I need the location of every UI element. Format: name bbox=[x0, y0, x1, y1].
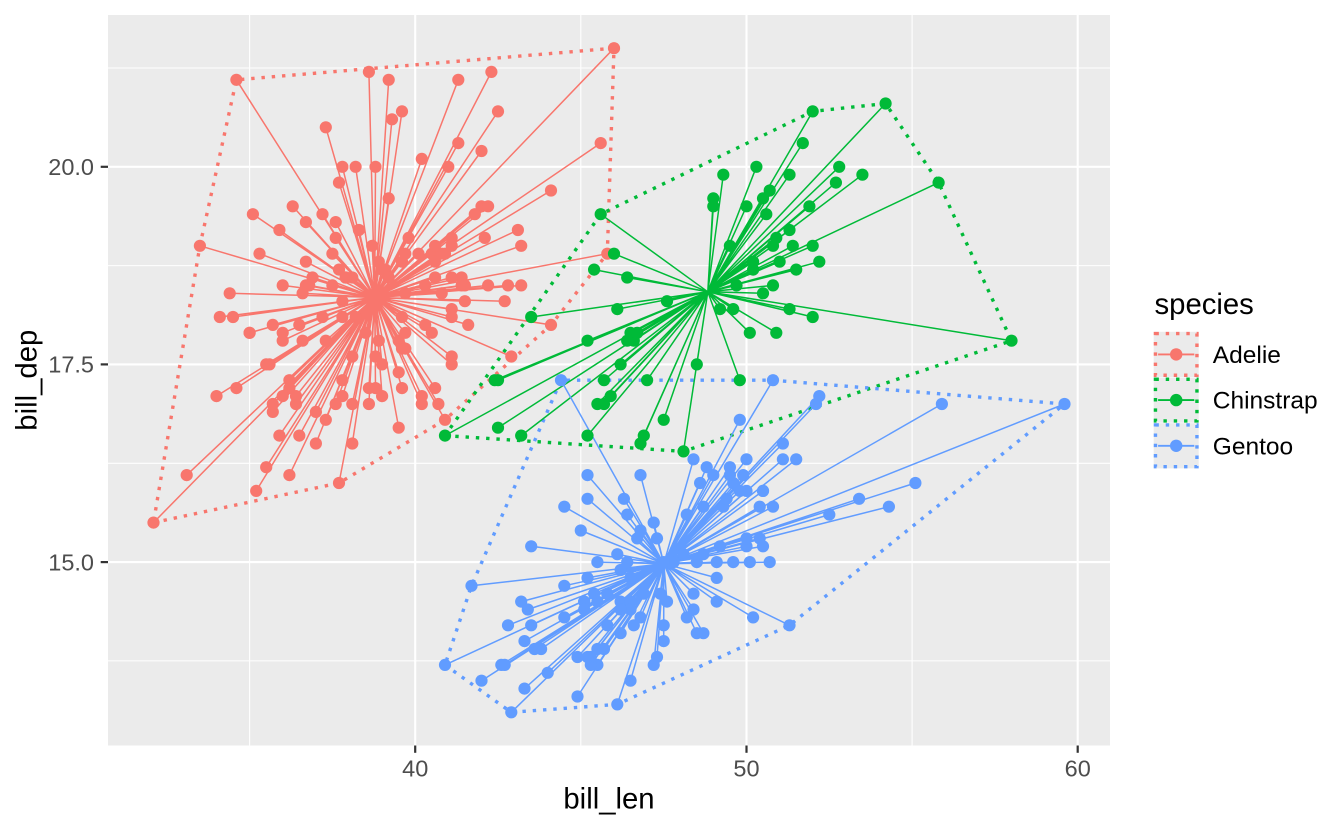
svg-text:17.5: 17.5 bbox=[48, 352, 94, 378]
svg-text:Chinstrap: Chinstrap bbox=[1213, 388, 1318, 415]
svg-text:20.0: 20.0 bbox=[48, 154, 94, 180]
svg-text:Gentoo: Gentoo bbox=[1213, 433, 1293, 460]
svg-text:50: 50 bbox=[733, 756, 759, 782]
svg-text:Adelie: Adelie bbox=[1213, 342, 1281, 369]
svg-text:bill_len: bill_len bbox=[563, 783, 654, 816]
svg-text:bill_dep: bill_dep bbox=[11, 330, 44, 431]
svg-text:species: species bbox=[1155, 288, 1254, 321]
svg-text:60: 60 bbox=[1065, 756, 1091, 782]
svg-text:15.0: 15.0 bbox=[48, 549, 94, 575]
svg-text:40: 40 bbox=[402, 756, 428, 782]
